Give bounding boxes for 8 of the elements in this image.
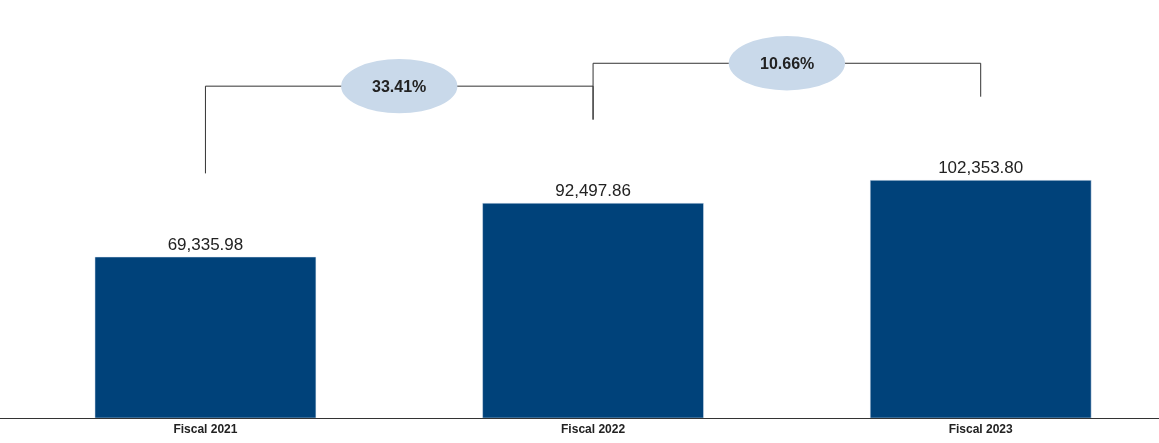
x-tick-label: Fiscal 2022 [561, 422, 626, 437]
annotation: 33.41% [372, 78, 427, 95]
data-label: 92,497.86 [555, 181, 631, 201]
x-tick-label: Fiscal 2021 [173, 422, 238, 437]
annotation: 10.66% [760, 55, 815, 72]
data-label: 69,335.98 [167, 234, 244, 254]
x-tick-label: Fiscal 2023 [948, 422, 1014, 437]
data-label: 102,353.80 [938, 158, 1024, 178]
